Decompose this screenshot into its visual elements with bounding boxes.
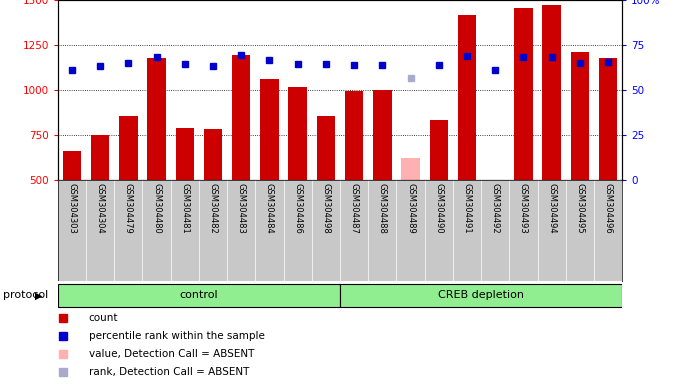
Bar <box>58 284 340 307</box>
Bar <box>260 79 279 180</box>
Bar <box>514 8 532 180</box>
Text: GSM304489: GSM304489 <box>406 183 415 233</box>
Text: protocol: protocol <box>3 290 49 300</box>
Bar <box>401 158 420 180</box>
Bar <box>232 55 250 180</box>
Text: GSM304482: GSM304482 <box>209 183 218 233</box>
Bar <box>345 91 363 180</box>
Text: percentile rank within the sample: percentile rank within the sample <box>89 331 265 341</box>
Bar <box>119 116 137 180</box>
Text: GSM304491: GSM304491 <box>462 183 471 233</box>
Text: GSM304483: GSM304483 <box>237 183 245 233</box>
Bar <box>317 116 335 180</box>
Bar <box>373 90 392 180</box>
Text: count: count <box>89 313 118 323</box>
Bar <box>175 129 194 180</box>
Text: value, Detection Call = ABSENT: value, Detection Call = ABSENT <box>89 349 254 359</box>
Bar <box>571 52 589 180</box>
Text: GSM304493: GSM304493 <box>519 183 528 233</box>
Text: GSM304488: GSM304488 <box>378 183 387 233</box>
Text: rank, Detection Call = ABSENT: rank, Detection Call = ABSENT <box>89 367 249 377</box>
Text: GSM304303: GSM304303 <box>67 183 76 233</box>
Text: GSM304480: GSM304480 <box>152 183 161 233</box>
Bar <box>91 135 109 180</box>
Text: GSM304492: GSM304492 <box>491 183 500 233</box>
Text: GSM304495: GSM304495 <box>575 183 584 233</box>
Text: GSM304496: GSM304496 <box>604 183 613 233</box>
Text: GSM304479: GSM304479 <box>124 183 133 233</box>
Text: GSM304490: GSM304490 <box>435 183 443 233</box>
Bar <box>543 5 561 180</box>
Text: GSM304481: GSM304481 <box>180 183 189 233</box>
Bar <box>204 129 222 180</box>
Bar <box>599 58 617 180</box>
Text: GSM304484: GSM304484 <box>265 183 274 233</box>
Text: GSM304304: GSM304304 <box>96 183 105 233</box>
Bar <box>430 119 448 180</box>
Bar <box>458 15 476 180</box>
Bar <box>288 87 307 180</box>
Bar <box>340 284 622 307</box>
Text: GSM304498: GSM304498 <box>322 183 330 233</box>
Bar <box>148 58 166 180</box>
Text: ▶: ▶ <box>35 290 43 300</box>
Text: control: control <box>180 290 218 300</box>
Bar <box>63 151 81 180</box>
Text: GSM304494: GSM304494 <box>547 183 556 233</box>
Text: GSM304487: GSM304487 <box>350 183 358 233</box>
Text: GSM304486: GSM304486 <box>293 183 302 233</box>
Text: CREB depletion: CREB depletion <box>438 290 524 300</box>
